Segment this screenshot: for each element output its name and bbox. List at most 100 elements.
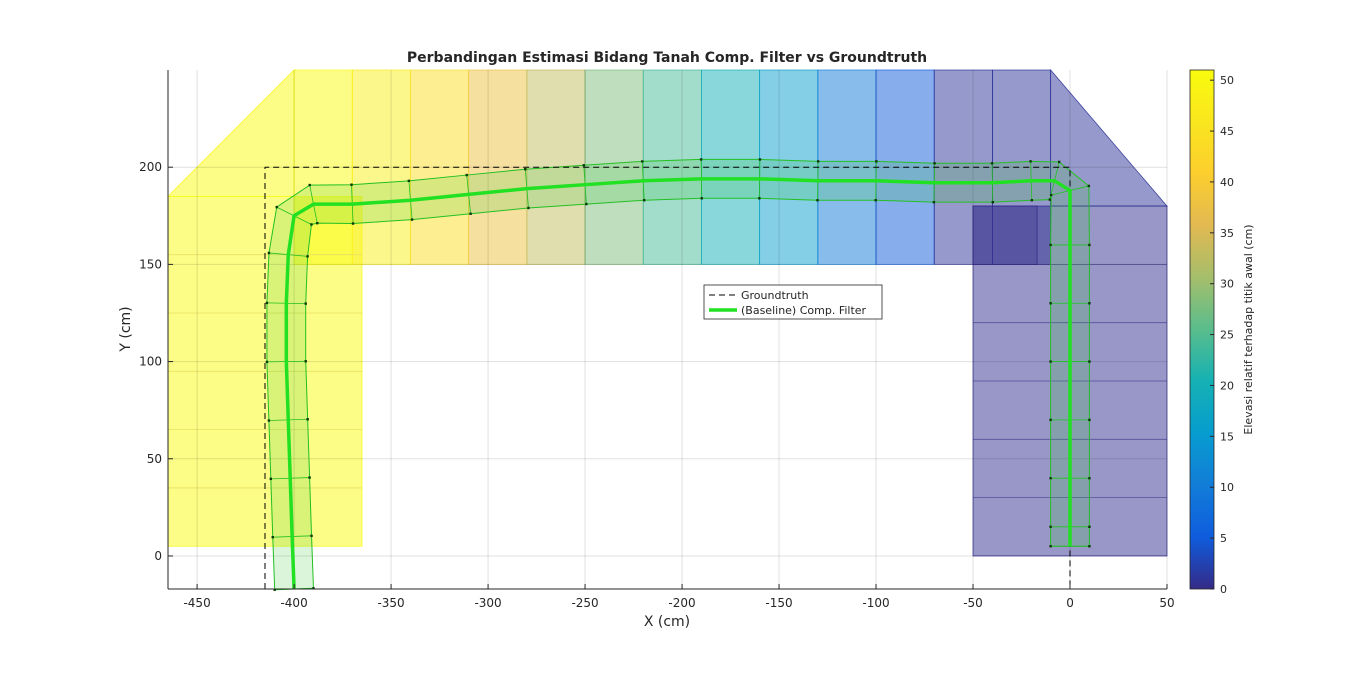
colorbar-bar [1189, 69, 1215, 590]
road-node-l-1 [271, 535, 274, 539]
road-node-l-30 [1088, 545, 1091, 548]
x-tick-label-7: -100 [862, 596, 889, 610]
road-node-l-2 [269, 477, 273, 481]
colorbar-tick-label-0: 0 [1220, 583, 1227, 596]
surface-patch-1 [167, 69, 295, 197]
road-node-r-30 [1049, 545, 1052, 548]
road-node-r-0 [312, 587, 315, 590]
series-line-0 [264, 166, 1071, 589]
road-node-r-8 [316, 221, 319, 225]
road-node-l-10 [407, 179, 411, 183]
legend-box [703, 284, 883, 320]
y-axis-label: Y (cm) [118, 306, 134, 352]
x-tick-label-0: -450 [183, 596, 210, 610]
x-tick-label-8: -50 [963, 596, 983, 610]
colorbar-tick-label-6: 30 [1220, 278, 1234, 291]
road-node-l-16 [758, 158, 762, 161]
y-tick-label-4: 200 [139, 160, 162, 174]
y-tick-label-0: 0 [154, 549, 162, 563]
road-node-r-15 [700, 197, 703, 200]
legend-label-0: Groundtruth [741, 289, 809, 302]
road-node-r-20 [991, 200, 995, 204]
colorbar-tick-label-5: 25 [1220, 329, 1234, 342]
colorbar-label: Elevasi relatif terhadap titik awal (cm) [1242, 224, 1255, 434]
road-node-l-13 [582, 164, 585, 167]
road-node-r-3 [306, 418, 309, 421]
road-node-l-19 [933, 162, 936, 165]
road-node-l-6 [267, 251, 271, 255]
road-node-r-17 [816, 199, 819, 202]
road-node-r-16 [758, 197, 761, 200]
road-node-l-8 [308, 183, 311, 187]
road-node-l-17 [816, 160, 820, 163]
road-node-r-12 [527, 206, 530, 210]
road-node-r-4 [304, 360, 307, 363]
colorbar-tick-label-1: 5 [1220, 532, 1227, 545]
road-node-r-24 [1049, 243, 1052, 247]
road-node-l-18 [875, 160, 878, 163]
road-node-r-9 [351, 222, 355, 225]
road-node-r-11 [469, 212, 472, 215]
road-node-l-7 [275, 205, 278, 209]
road-node-l-3 [267, 419, 271, 422]
road-node-r-27 [1049, 418, 1052, 422]
legend: Groundtruth (Baseline) Comp. Filter [703, 284, 883, 320]
x-tick-label-1: -400 [280, 596, 307, 610]
road-node-l-23 [1087, 184, 1091, 188]
road-node-r-2 [308, 476, 311, 479]
x-tick-label-6: -150 [765, 596, 792, 610]
road-node-r-13 [585, 202, 588, 206]
road-node-l-11 [465, 173, 468, 177]
road-node-r-5 [304, 302, 307, 305]
colorbar-tick-label-8: 40 [1220, 176, 1234, 189]
road-node-r-18 [874, 199, 877, 202]
x-axis-label: X (cm) [644, 614, 690, 630]
colorbar-tick-label-9: 45 [1220, 125, 1234, 138]
road-node-l-25 [1088, 302, 1091, 305]
road-node-l-22 [1057, 160, 1061, 164]
colorbar-tick-label-4: 20 [1220, 379, 1234, 392]
road-node-l-4 [265, 360, 269, 364]
road-node-l-15 [699, 158, 703, 161]
road-node-r-6 [306, 255, 309, 258]
x-tick-label-4: -250 [571, 596, 598, 610]
x-tick-label-3: -300 [474, 596, 501, 610]
road-node-l-20 [990, 162, 994, 165]
surface-patches [167, 68, 1168, 557]
road-node-r-28 [1049, 477, 1052, 480]
x-tick-label-9: 0 [1066, 596, 1074, 610]
road-node-r-10 [410, 218, 414, 221]
y-tick-label-3: 150 [139, 257, 162, 271]
colorbar-tick-label-3: 15 [1220, 430, 1234, 443]
road-node-l-5 [265, 301, 269, 305]
series-lines [264, 166, 1072, 590]
series-line-1 [284, 177, 1072, 590]
road-node-r-22 [1048, 198, 1051, 201]
road-node-l-21 [1029, 160, 1032, 163]
axes: -450 -400 -350 -300 -250 -200 -150 -100 -50 0 50 0 5… [139, 70, 1175, 610]
x-tick-label-5: -200 [668, 596, 695, 610]
road-node-r-21 [1030, 199, 1034, 202]
road-node-r-23 [1049, 193, 1053, 197]
y-tick-label-1: 50 [147, 452, 162, 466]
surface-patch-dark [972, 205, 1038, 265]
legend-label-1: (Baseline) Comp. Filter [741, 304, 867, 317]
road-node-l-14 [641, 160, 644, 163]
road-node-l-28 [1088, 477, 1091, 480]
x-tick-label-10: 50 [1159, 596, 1174, 610]
y-tick-label-2: 100 [139, 355, 162, 369]
x-tick-label-2: -350 [377, 596, 404, 610]
road-node-r-14 [643, 199, 646, 202]
road-node-l-26 [1088, 360, 1091, 363]
road-node-r-19 [932, 200, 936, 204]
colorbar: 0 5 10 15 20 25 30 35 40 45 50 Elevasi relatif terh… [1189, 69, 1255, 596]
road-node-r-25 [1049, 302, 1052, 305]
road-node-l-24 [1088, 243, 1091, 247]
road-node-l-27 [1088, 418, 1091, 422]
road-node-r-7 [310, 223, 313, 226]
chart-title: Perbandingan Estimasi Bidang Tanah Comp.… [407, 50, 927, 66]
road-node-l-29 [1088, 525, 1091, 528]
road-node-l-12 [524, 168, 527, 171]
colorbar-tick-label-7: 35 [1220, 227, 1234, 240]
